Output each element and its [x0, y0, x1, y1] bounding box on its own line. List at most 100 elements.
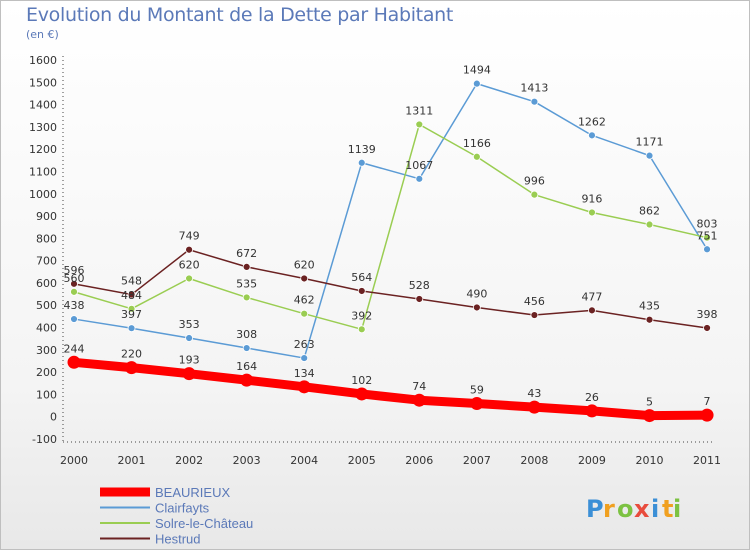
x-tick-label: 2011 — [693, 454, 721, 467]
data-point — [415, 120, 424, 129]
x-tick-label: 2010 — [636, 454, 664, 467]
data-point — [127, 324, 136, 333]
data-point — [125, 361, 139, 375]
data-label: 749 — [179, 230, 200, 243]
series-hestrud — [70, 245, 711, 332]
data-point — [70, 315, 78, 323]
series-solre-le-chateau — [70, 120, 711, 334]
data-label: 1067 — [405, 159, 433, 172]
data-labels-layer: 438 397 353 308 263 1139 1067 1494 1413 1262 1171 7… — [64, 64, 718, 409]
data-label: 1171 — [636, 136, 664, 149]
data-label: 620 — [179, 258, 200, 271]
data-point — [588, 131, 596, 140]
data-point — [472, 152, 481, 161]
y-tick-label: 1400 — [29, 99, 57, 112]
data-label: 263 — [294, 338, 315, 351]
data-label: 462 — [294, 294, 315, 307]
data-point — [412, 393, 426, 407]
data-point — [185, 274, 194, 283]
legend-label-hestrud: Hestrud — [155, 532, 201, 547]
x-tick-label: 2006 — [405, 454, 433, 467]
logo-letter: i — [673, 495, 681, 523]
legend-label-beaurieux: BEAURIEUX — [155, 485, 230, 500]
data-point — [300, 274, 309, 283]
data-point — [703, 245, 711, 254]
x-tick-label: 2004 — [290, 454, 318, 467]
x-tick-label: 2002 — [175, 454, 203, 467]
series-line-hestrud — [73, 248, 708, 329]
series-layer — [67, 79, 714, 423]
data-label: 102 — [351, 374, 372, 387]
data-label: 1139 — [348, 143, 376, 156]
logo-letter: t — [662, 495, 673, 523]
data-label: 996 — [524, 175, 545, 188]
data-label: 244 — [64, 342, 85, 355]
data-label: 220 — [121, 348, 142, 361]
x-tick-label: 2000 — [60, 454, 88, 467]
data-label: 438 — [64, 299, 85, 312]
data-label: 564 — [351, 271, 372, 284]
data-point — [643, 409, 656, 423]
data-point — [588, 306, 596, 315]
data-point — [242, 293, 251, 302]
data-label: 1166 — [463, 137, 491, 150]
data-point — [242, 344, 251, 352]
logo-letter: i — [651, 495, 659, 523]
y-tick-label: 1100 — [29, 165, 57, 178]
data-label: 392 — [351, 309, 372, 322]
data-label: 397 — [121, 308, 142, 321]
data-label: 862 — [639, 205, 660, 218]
y-tick-label: 300 — [36, 344, 57, 357]
data-point — [472, 79, 481, 88]
data-label: 490 — [466, 287, 487, 300]
y-tick-label: 900 — [36, 210, 57, 223]
data-point — [297, 380, 311, 394]
data-point — [530, 97, 539, 106]
y-tick-label: 1200 — [29, 143, 57, 156]
data-point — [530, 190, 539, 199]
y-tick-label: 200 — [36, 366, 57, 379]
data-point — [355, 387, 369, 401]
series-line-beaurieux — [69, 357, 712, 421]
series-beaurieux — [67, 355, 714, 423]
series-line-solre-le-chateau — [73, 123, 708, 331]
data-point — [470, 397, 484, 411]
data-point — [703, 324, 711, 332]
data-label: 560 — [64, 272, 85, 285]
data-point — [527, 400, 541, 414]
x-tick-label: 2008 — [520, 454, 548, 467]
y-tick-label: 700 — [36, 255, 57, 268]
x-tick-label: 2007 — [463, 454, 491, 467]
data-point — [415, 295, 424, 303]
logo-letter: r — [603, 495, 615, 523]
logo-letter: P — [586, 495, 604, 523]
data-point — [67, 355, 81, 369]
y-tick-label: 800 — [36, 232, 57, 245]
data-label: 398 — [697, 308, 718, 321]
data-label: 5 — [646, 396, 653, 409]
y-tick-label: 400 — [36, 322, 57, 335]
x-tick-label: 2001 — [118, 454, 146, 467]
x-tick-label: 2003 — [233, 454, 261, 467]
data-label: 1311 — [405, 104, 433, 117]
y-tick-label: -100 — [32, 433, 57, 446]
data-label: 353 — [179, 318, 200, 331]
data-point — [530, 311, 539, 319]
chart-subtitle: (en €) — [26, 28, 59, 41]
data-point — [645, 220, 654, 229]
data-label: 1262 — [578, 115, 606, 128]
data-label: 164 — [236, 360, 257, 373]
legend: BEAURIEUXClairfaytsSolre-le-ChâteauHestr… — [100, 485, 253, 547]
data-label: 535 — [236, 277, 257, 290]
chart-axes: -100 0 100 200 300 400 500 600 700 800 900 1000 1100… — [29, 54, 721, 467]
data-label: 1413 — [520, 82, 548, 95]
data-label: 193 — [179, 354, 200, 367]
logo-letter: x — [634, 495, 650, 523]
data-point — [645, 151, 654, 160]
x-tick-label: 2005 — [348, 454, 376, 467]
y-tick-label: 100 — [36, 388, 57, 401]
data-label: 308 — [236, 328, 257, 341]
data-point — [700, 408, 714, 422]
